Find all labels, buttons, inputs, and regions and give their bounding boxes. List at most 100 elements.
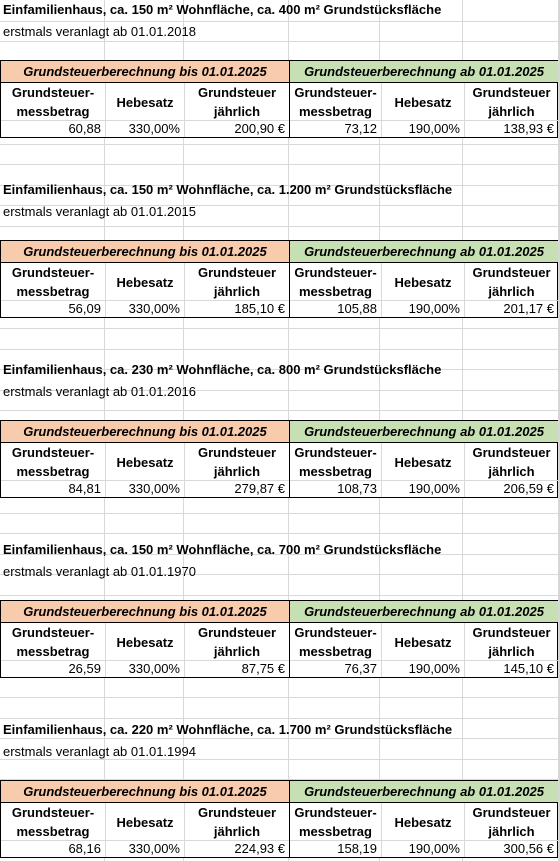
header-before-2025[interactable]: Grundsteuerberechnung bis 01.01.2025 [1,241,289,263]
cell-jaehrlich[interactable]: 300,56 € [503,841,554,856]
header-before-2025[interactable]: Grundsteuerberechnung bis 01.01.2025 [1,781,289,803]
column-jaehrlich: Grundsteuer jährlich 200,90 € [185,61,289,137]
cell-messbetrag[interactable]: 105,88 [337,301,377,316]
cell-jaehrlich[interactable]: 185,10 € [234,301,285,316]
tax-before-2025: Grundsteuerberechnung bis 01.01.2025 Gru… [1,601,289,677]
col-header-messbetrag[interactable]: Grundsteuer- messbetrag [11,85,95,119]
column-messbetrag: Grundsteuer- messbetrag 73,12 [290,61,381,137]
cell-hebesatz[interactable]: 190,00% [408,481,460,496]
gridline [0,574,559,575]
assessment-date[interactable]: erstmals veranlagt ab 01.01.1970 [3,564,196,579]
cell-hebesatz[interactable]: 190,00% [408,661,460,676]
cell-jaehrlich[interactable]: 200,90 € [234,121,285,136]
col-header-hebesatz[interactable]: Hebesatz [116,274,174,290]
gridline [0,144,559,145]
property-title[interactable]: Einfamilienhaus, ca. 220 m² Wohnfläche, … [3,722,453,737]
col-header-hebesatz[interactable]: Hebesatz [116,634,174,650]
col-header-jaehrlich[interactable]: Grundsteuer jährlich [472,265,551,299]
cell-messbetrag[interactable]: 158,19 [337,841,377,856]
col-header-jaehrlich[interactable]: Grundsteuer jährlich [197,625,276,659]
col-header-messbetrag[interactable]: Grundsteuer- messbetrag [11,805,95,839]
cell-hebesatz[interactable]: 330,00% [128,661,180,676]
header-before-2025[interactable]: Grundsteuerberechnung bis 01.01.2025 [1,61,289,83]
col-header-hebesatz[interactable]: Hebesatz [394,454,452,470]
cell-jaehrlich[interactable]: 201,17 € [503,301,554,316]
cell-jaehrlich[interactable]: 206,59 € [503,481,554,496]
col-header-hebesatz[interactable]: Hebesatz [116,814,174,830]
column-jaehrlich: Grundsteuer jährlich 279,87 € [185,421,289,497]
column-jaehrlich: Grundsteuer jährlich 300,56 € [465,781,558,857]
col-header-messbetrag[interactable]: Grundsteuer- messbetrag [294,625,377,659]
cell-jaehrlich[interactable]: 145,10 € [503,661,554,676]
col-header-messbetrag[interactable]: Grundsteuer- messbetrag [294,805,377,839]
column-messbetrag: Grundsteuer- messbetrag 105,88 [290,241,381,317]
col-header-messbetrag[interactable]: Grundsteuer- messbetrag [11,265,95,299]
cell-hebesatz[interactable]: 330,00% [128,841,180,856]
cell-messbetrag[interactable]: 108,73 [337,481,377,496]
col-header-jaehrlich[interactable]: Grundsteuer jährlich [472,625,551,659]
col-header-messbetrag[interactable]: Grundsteuer- messbetrag [294,445,377,479]
tax-comparison-table: Grundsteuerberechnung bis 01.01.2025 Gru… [0,780,558,858]
cell-hebesatz[interactable]: 330,00% [128,301,180,316]
cell-messbetrag[interactable]: 68,16 [68,841,101,856]
gridline [0,21,559,22]
cell-jaehrlich[interactable]: 138,93 € [503,121,554,136]
col-header-jaehrlich[interactable]: Grundsteuer jährlich [197,265,276,299]
cell-hebesatz[interactable]: 330,00% [128,481,180,496]
property-title[interactable]: Einfamilienhaus, ca. 150 m² Wohnfläche, … [3,2,442,17]
col-header-jaehrlich[interactable]: Grundsteuer jährlich [197,85,276,119]
col-header-hebesatz[interactable]: Hebesatz [394,634,452,650]
col-header-hebesatz[interactable]: Hebesatz [116,94,174,110]
assessment-date[interactable]: erstmals veranlagt ab 01.01.1994 [3,744,196,759]
cell-jaehrlich[interactable]: 224,93 € [234,841,285,856]
gridline [0,554,559,555]
cell-hebesatz[interactable]: 190,00% [408,301,460,316]
cell-jaehrlich[interactable]: 87,75 € [241,661,285,676]
col-header-jaehrlich[interactable]: Grundsteuer jährlich [197,805,276,839]
col-header-jaehrlich[interactable]: Grundsteuer jährlich [472,85,551,119]
header-before-2025[interactable]: Grundsteuerberechnung bis 01.01.2025 [1,601,289,623]
col-header-hebesatz[interactable]: Hebesatz [394,94,452,110]
header-after-2025[interactable]: Grundsteuerberechnung ab 01.01.2025 [290,241,558,263]
assessment-date[interactable]: erstmals veranlagt ab 01.01.2016 [3,384,196,399]
gridline [0,164,559,165]
property-title[interactable]: Einfamilienhaus, ca. 150 m² Wohnfläche, … [3,182,453,197]
col-header-messbetrag[interactable]: Grundsteuer- messbetrag [11,445,95,479]
col-header-jaehrlich[interactable]: Grundsteuer jährlich [472,445,551,479]
cell-messbetrag[interactable]: 73,12 [344,121,377,136]
property-title[interactable]: Einfamilienhaus, ca. 230 m² Wohnfläche, … [3,362,442,377]
col-header-jaehrlich[interactable]: Grundsteuer jährlich [472,805,551,839]
cell-jaehrlich[interactable]: 279,87 € [234,481,285,496]
cell-hebesatz[interactable]: 190,00% [408,841,460,856]
header-after-2025[interactable]: Grundsteuerberechnung ab 01.01.2025 [290,781,558,803]
col-header-messbetrag[interactable]: Grundsteuer- messbetrag [294,85,377,119]
col-header-hebesatz[interactable]: Hebesatz [116,454,174,470]
cell-hebesatz[interactable]: 190,00% [408,121,460,136]
cell-messbetrag[interactable]: 84,81 [68,481,101,496]
col-header-messbetrag[interactable]: Grundsteuer- messbetrag [11,625,95,659]
col-header-hebesatz[interactable]: Hebesatz [394,274,452,290]
gridline [0,349,559,350]
col-header-hebesatz[interactable]: Hebesatz [394,814,452,830]
column-messbetrag: Grundsteuer- messbetrag 76,37 [290,601,381,677]
cell-messbetrag[interactable]: 60,88 [68,121,101,136]
assessment-date[interactable]: erstmals veranlagt ab 01.01.2015 [3,204,196,219]
cell-hebesatz[interactable]: 330,00% [128,121,180,136]
tax-before-2025: Grundsteuerberechnung bis 01.01.2025 Gru… [1,781,289,857]
column-messbetrag: Grundsteuer- messbetrag 108,73 [290,421,381,497]
tax-after-2025: Grundsteuerberechnung ab 01.01.2025 Grun… [289,601,558,677]
tax-before-2025: Grundsteuerberechnung bis 01.01.2025 Gru… [1,241,289,317]
header-after-2025[interactable]: Grundsteuerberechnung ab 01.01.2025 [290,61,558,83]
header-after-2025[interactable]: Grundsteuerberechnung ab 01.01.2025 [290,601,558,623]
cell-messbetrag[interactable]: 56,09 [68,301,101,316]
col-header-jaehrlich[interactable]: Grundsteuer jährlich [197,445,276,479]
assessment-date[interactable]: erstmals veranlagt ab 01.01.2018 [3,24,196,39]
cell-messbetrag[interactable]: 26,59 [68,661,101,676]
header-after-2025[interactable]: Grundsteuerberechnung ab 01.01.2025 [290,421,558,443]
col-header-messbetrag[interactable]: Grundsteuer- messbetrag [294,265,377,299]
header-before-2025[interactable]: Grundsteuerberechnung bis 01.01.2025 [1,421,289,443]
cell-messbetrag[interactable]: 76,37 [344,661,377,676]
gridline [0,41,559,42]
property-title[interactable]: Einfamilienhaus, ca. 150 m² Wohnfläche, … [3,542,442,557]
gridline [0,513,559,514]
